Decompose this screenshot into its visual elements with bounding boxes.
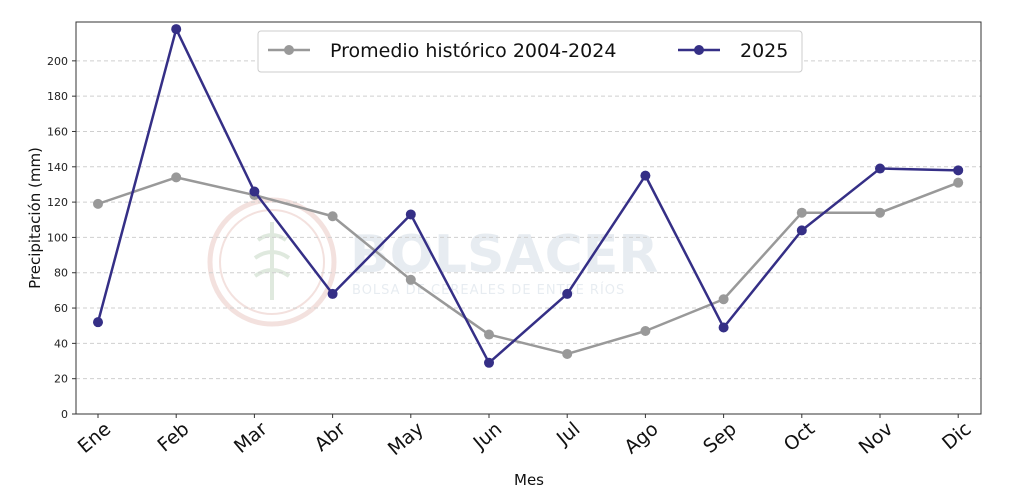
data-point	[327, 211, 338, 222]
x-tick-label: Ago	[620, 418, 662, 458]
data-point	[93, 198, 103, 209]
grid	[76, 60, 981, 380]
data-point	[718, 294, 729, 305]
data-point	[484, 357, 494, 368]
data-point	[875, 207, 885, 218]
y-tick-label: 40	[54, 337, 68, 350]
data-point	[93, 317, 103, 328]
x-tick-label: Abr	[310, 418, 349, 456]
data-point	[562, 288, 573, 299]
y-axis-label: Precipitación (mm)	[26, 147, 44, 289]
data-point	[640, 170, 651, 181]
legend-entry-historico: Promedio histórico 2004-2024	[268, 40, 616, 62]
legend-entry-2025: 2025	[678, 40, 788, 62]
x-tick-label: Oct	[780, 418, 819, 456]
data-point	[796, 207, 807, 218]
data-point	[953, 177, 964, 188]
legend-marker-2025	[694, 45, 704, 55]
y-tick-label: 100	[47, 231, 68, 244]
data-point	[327, 288, 338, 299]
x-tick-label: Jun	[469, 418, 507, 455]
legend-label-2025: 2025	[740, 40, 788, 62]
data-point	[171, 172, 182, 183]
x-axis-label: Mes	[514, 471, 544, 489]
x-tick-label: Dic	[938, 418, 975, 454]
data-point	[640, 326, 651, 337]
series-layer	[93, 24, 964, 368]
data-point	[405, 209, 416, 220]
legend-box	[257, 30, 803, 73]
y-tick-label: 20	[54, 373, 68, 386]
y-tick-label: 140	[47, 161, 68, 174]
x-tick-label: Ene	[74, 418, 116, 458]
y-tick-label: 180	[47, 90, 68, 103]
legend-label-historico: Promedio histórico 2004-2024	[330, 40, 616, 62]
x-tick-label: Sep	[699, 418, 741, 458]
data-point	[484, 329, 494, 340]
plot-frame	[75, 21, 982, 415]
data-point	[796, 225, 807, 236]
data-point	[562, 348, 573, 359]
y-tick-label: 60	[54, 302, 68, 315]
watermark-title: BOLSACER	[350, 225, 658, 285]
x-tick-label: May	[384, 418, 428, 460]
data-point	[953, 165, 964, 176]
x-tick-label: Jul	[552, 418, 584, 450]
data-point	[171, 24, 182, 35]
data-point	[718, 322, 729, 333]
data-point	[875, 163, 885, 174]
series-line	[97, 176, 959, 356]
data-point	[249, 186, 260, 197]
watermark-subtitle: BOLSA DE CEREALES DE ENTRE RÍOS	[352, 282, 625, 298]
series-2025	[93, 24, 964, 368]
x-tick-label: Feb	[154, 418, 194, 456]
series-historico	[93, 172, 964, 359]
data-point	[405, 274, 416, 285]
y-tick-label: 200	[47, 55, 68, 68]
y-tick-label: 80	[54, 267, 68, 280]
legend: Promedio histórico 2004-2024 2025	[257, 30, 803, 73]
y-tick-label: 160	[47, 125, 68, 138]
legend-marker-historico	[284, 45, 294, 55]
series-line	[96, 27, 959, 365]
y-tick-label: 0	[61, 408, 68, 421]
x-tick-label: Mar	[230, 418, 272, 458]
bolsacer-watermark-logo: BOLSACER BOLSA DE CEREALES DE ENTRE RÍOS	[207, 197, 658, 327]
x-tick-label: Nov	[855, 418, 898, 459]
y-tick-label: 120	[47, 196, 68, 209]
